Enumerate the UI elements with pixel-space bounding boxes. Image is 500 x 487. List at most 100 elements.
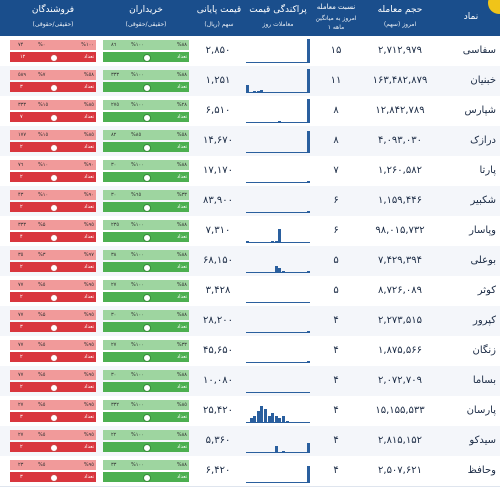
sellers-volume-bar: %٩٥ %۵ ٣٣٣ <box>10 220 96 230</box>
price-cell: ۶,۵۱۰ <box>205 105 231 116</box>
volume-cell: ۹۸,۰۱۵,۷۳۲ <box>375 225 425 236</box>
price-cell: ۲۸,۲۰۰ <box>202 315 234 326</box>
price-cell: ۵,۳۶۰ <box>205 435 231 446</box>
buyers-volume-bar: %٣٣ %٦٥ ٣٠ <box>103 190 189 200</box>
symbol-cell[interactable]: زنگان <box>472 345 496 356</box>
symbol-cell[interactable]: شکبیر <box>470 195 496 206</box>
table-row[interactable]: شپارس ۱۲,۸۴۲,۷۸۹ ۸ ۶,۵۱۰ %٢٨ %١٠٠ ٢٧٥ تعداد %٨٥%… <box>0 96 500 127</box>
spread-bar <box>307 210 311 213</box>
buyers-count-word: تعداد <box>176 444 187 450</box>
brand-logo <box>488 0 500 14</box>
sellers-count-word: تعداد <box>83 84 94 90</box>
buyers-cell: %٥٨ %١٠٠ ٢٧ تعداد <box>103 279 189 303</box>
user-icon <box>143 324 151 332</box>
buyers-volume-percent-right: %٨٨ <box>176 252 187 258</box>
symbol-cell[interactable]: بوعلی <box>470 255 496 266</box>
sellers-volume-count: ٢٧ <box>18 432 24 438</box>
sellers-cell: %٥٨ %٧ ٥٨٩ تعداد ٣ <box>10 69 96 93</box>
buyers-volume-fill <box>103 400 189 410</box>
buyers-count-word: تعداد <box>176 84 187 90</box>
table-row[interactable]: وحافظ ۲,۵۰۷,۶۲۱ ۴ ۶,۴۲۰ %٨٨ %١٠٠ ٣٣ تعداد %٩٥ %٥ ٢… <box>0 456 500 487</box>
sellers-volume-bar: %٩٥ %٥ ٧٧ <box>10 280 96 290</box>
sellers-volume-fill <box>10 340 96 350</box>
buyers-cell: %٣٣ %١٠٠ ٢٧ تعداد <box>103 339 189 363</box>
spread-baseline <box>246 92 310 93</box>
user-icon <box>143 294 151 302</box>
table-row[interactable]: شکبیر ۱,۱۵۹,۴۴۶ ۶ ۸۳,۹۰۰ %٣٣ %٦٥ ٣٠ تعداد %٩٠ %١٠… <box>0 186 500 217</box>
table-row[interactable]: زنگان ۱,۸۷۵,۵۶۶ ۴ ۴۵,۶۵۰ %٣٣ %١٠٠ ٢٧ تعداد %٩٥ %٥… <box>0 336 500 367</box>
symbol-cell[interactable]: سیدکو <box>469 435 496 446</box>
volume-cell: ۲,۲۷۳,۵۱۵ <box>378 315 422 326</box>
table-row[interactable]: بوعلی ۷,۴۲۹,۳۹۴ ۵ ۶۸,۱۵۰ %٨٨ %١٠٠ ٣٨ تعداد %٩٧ %٣… <box>0 246 500 277</box>
ratio-cell: ۶ <box>333 195 339 206</box>
buyers-volume-percent-right: %٨٨ <box>176 72 187 78</box>
sellers-volume-bar: %٩٥ %٥ ٢٣ <box>10 460 96 470</box>
table-row[interactable]: پارسان ۱۵,۱۵۵,۵۳۳ ۴ ۲۵,۴۲۰ %٨٥ %١٠٠ ٣٣٢ تعداد %٩… <box>0 396 500 427</box>
sellers-volume-bar: %٨٥ %١٥ ١٧٧ <box>10 130 96 140</box>
volume-cell: ۱,۸۷۵,۵۶۶ <box>378 345 422 356</box>
ratio-cell: ۱۱ <box>330 75 342 86</box>
buyers-volume-percent-right: %٢٨ <box>176 102 187 108</box>
table-row[interactable]: درازک ۴,۰۹۳,۰۳۰ ۸ ۱۴,۶۷۰ %٥٨ %٨٥ ٨٢ تعداد %٨٥ %١٥… <box>0 126 500 157</box>
symbol-cell[interactable]: شپارس <box>464 105 496 116</box>
buyers-volume-percent-right: %٨٨ <box>176 222 187 228</box>
table-row[interactable]: پارتا ۱,۲۶۰,۵۸۲ ۷ ۱۷,۱۷۰ %٨٨ %١٠٠ ٣٠ تعداد %٩٠ %١… <box>0 156 500 187</box>
ratio-cell: ۴ <box>333 375 339 386</box>
symbol-cell[interactable]: پارسان <box>466 405 496 416</box>
sellers-volume-percent-left: %٥ <box>38 282 46 288</box>
symbol-cell[interactable]: بساما <box>472 375 496 386</box>
table-row[interactable]: کپرور ۲,۲۷۳,۵۱۵ ۴ ۲۸,۲۰۰ %٨٨ %١٠٠ ٣٠ تعداد %٩٥ %۵… <box>0 306 500 337</box>
symbol-cell[interactable]: وحافظ <box>467 465 496 476</box>
buyers-volume-percent-right: %٨٨ <box>176 42 187 48</box>
sellers-volume-percent-right: %٩٥ <box>83 462 94 468</box>
user-icon <box>143 54 151 62</box>
buyers-volume-count: ٣٠ <box>111 162 117 168</box>
table-row[interactable]: سفاسی ۲,۷۱۲,۹۷۹ ۱۵ ۲,۸۵۰ %٨٨ %١٠٠ ٨٦ تعداد %١٠٠%… <box>0 36 500 67</box>
symbol-cell[interactable]: کوثر <box>477 285 496 296</box>
symbol-cell[interactable]: وپاسار <box>469 225 496 236</box>
symbol-cell[interactable]: سفاسی <box>462 45 496 56</box>
spread-bar <box>285 121 289 123</box>
symbol-cell[interactable]: خبنیان <box>470 75 496 86</box>
sellers-count-number: ٣ <box>20 84 23 90</box>
sellers-count-word: تعداد <box>83 384 94 390</box>
symbol-cell[interactable]: پارتا <box>479 165 497 176</box>
sellers-count-bar: تعداد ٣ <box>10 82 96 92</box>
ratio-cell: ۸ <box>333 105 339 116</box>
buyers-volume-count: ٢٧ <box>111 342 117 348</box>
spread-bar <box>249 418 253 423</box>
spread-bar <box>246 240 249 243</box>
sellers-volume-percent-left: %٥ <box>38 342 46 348</box>
buyers-cell: %٨٨ %١٠٠ ٣٠ تعداد <box>103 369 189 393</box>
table-row[interactable]: سیدکو ۲,۸۱۵,۱۵۲ ۴ ۵,۳۶۰ %٨٨ %١٠٠ ٢٢ تعداد %٩٥ %٥ ٢… <box>0 426 500 457</box>
user-icon <box>50 114 58 122</box>
spread-chart <box>246 129 311 153</box>
buyers-volume-bar: %٨٨ %١٠٠ ٢٣٥ <box>103 220 189 230</box>
spread-bar <box>282 415 285 423</box>
symbol-cell[interactable]: درازک <box>470 135 496 146</box>
table-row[interactable]: کوثر ۸,۷۲۶,۰۸۹ ۵ ۳,۴۲۸ %٥٨ %١٠٠ ٢٧ تعداد %٩٥ %٥ ٧٧… <box>0 276 500 307</box>
user-icon <box>50 84 58 92</box>
sellers-count-word: تعداد <box>83 324 94 330</box>
spread-bar <box>260 121 264 123</box>
sellers-volume-count: ٧٦ <box>18 162 24 168</box>
buyers-volume-fill <box>103 370 189 380</box>
symbol-cell[interactable]: کپرور <box>473 315 496 326</box>
volume-cell: ۲,۰۷۲,۷۰۹ <box>378 375 422 386</box>
buyers-cell: %٨٥ %١٠٠ ٣٣٢ تعداد <box>103 399 189 423</box>
sellers-cell: %٩٥ %۵ ٣٣٣ تعداد ۴ <box>10 219 96 243</box>
buyers-volume-percent-left: %١٠٠ <box>131 162 144 168</box>
sellers-volume-count: ۴٣ <box>18 192 24 198</box>
sellers-count-number: ٢ <box>20 384 23 390</box>
table-row[interactable]: وپاسار ۹۸,۰۱۵,۷۳۲ ۶ ۷,۳۱۰ %٨٨ %١٠٠ ٢٣٥ تعداد %٩٥… <box>0 216 500 247</box>
sellers-volume-percent-right: %٩٥ <box>83 402 94 408</box>
price-cell: ۶۸,۱۵۰ <box>202 255 234 266</box>
sellers-volume-count: ٥٨٩ <box>18 72 27 78</box>
table-row[interactable]: بساما ۲,۰۷۲,۷۰۹ ۴ ۱۰,۰۸۰ %٨٨ %١٠٠ ٣٠ تعداد %٩٥ %٥… <box>0 366 500 397</box>
buyers-volume-percent-left: %٦٥ <box>131 192 142 198</box>
spread-bar <box>307 241 311 243</box>
sellers-count-bar: تعداد ١٢ <box>10 52 96 62</box>
table-row[interactable]: خبنیان ۱۶۳,۴۸۲,۸۷۹ ۱۱ ۱,۲۵۱ %٨٨ %١٠٠ ٣٣٣ تعداد%… <box>0 66 500 97</box>
buyers-volume-fill <box>103 100 189 110</box>
